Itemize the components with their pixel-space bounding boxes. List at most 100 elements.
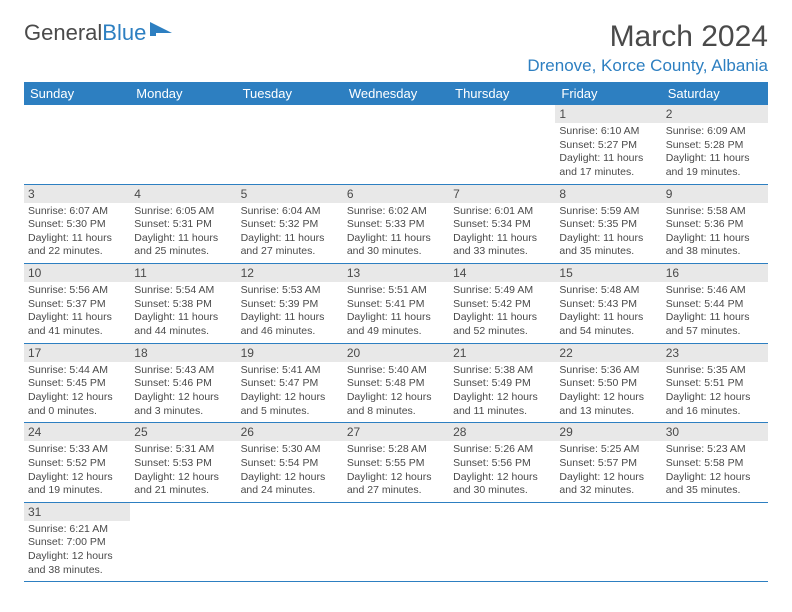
day-number: 4: [130, 185, 236, 203]
day-cell: 19Sunrise: 5:41 AMSunset: 5:47 PMDayligh…: [237, 343, 343, 423]
daylight-text: Daylight: 12 hours and 24 minutes.: [241, 471, 339, 498]
day-cell: 17Sunrise: 5:44 AMSunset: 5:45 PMDayligh…: [24, 343, 130, 423]
sunrise-text: Sunrise: 6:04 AM: [241, 205, 339, 219]
weekday-header: Friday: [555, 82, 661, 105]
month-title: March 2024: [527, 20, 768, 54]
sunrise-text: Sunrise: 5:36 AM: [559, 364, 657, 378]
day-details: Sunrise: 5:59 AMSunset: 5:35 PMDaylight:…: [555, 203, 661, 264]
daylight-text: Daylight: 12 hours and 32 minutes.: [559, 471, 657, 498]
day-details: Sunrise: 5:25 AMSunset: 5:57 PMDaylight:…: [555, 441, 661, 502]
weekday-header: Saturday: [662, 82, 768, 105]
daylight-text: Daylight: 11 hours and 44 minutes.: [134, 311, 232, 338]
day-cell: 20Sunrise: 5:40 AMSunset: 5:48 PMDayligh…: [343, 343, 449, 423]
day-cell: 28Sunrise: 5:26 AMSunset: 5:56 PMDayligh…: [449, 423, 555, 503]
daylight-text: Daylight: 12 hours and 38 minutes.: [28, 550, 126, 577]
day-cell: 1Sunrise: 6:10 AMSunset: 5:27 PMDaylight…: [555, 105, 661, 184]
sunrise-text: Sunrise: 5:43 AM: [134, 364, 232, 378]
daylight-text: Daylight: 11 hours and 35 minutes.: [559, 232, 657, 259]
day-details: Sunrise: 5:41 AMSunset: 5:47 PMDaylight:…: [237, 362, 343, 423]
daylight-text: Daylight: 11 hours and 17 minutes.: [559, 152, 657, 179]
brand-logo: GeneralBlue: [24, 20, 176, 46]
sunrise-text: Sunrise: 5:59 AM: [559, 205, 657, 219]
day-cell: 9Sunrise: 5:58 AMSunset: 5:36 PMDaylight…: [662, 184, 768, 264]
sunrise-text: Sunrise: 5:51 AM: [347, 284, 445, 298]
day-number: 29: [555, 423, 661, 441]
day-cell: 22Sunrise: 5:36 AMSunset: 5:50 PMDayligh…: [555, 343, 661, 423]
day-details: Sunrise: 5:46 AMSunset: 5:44 PMDaylight:…: [662, 282, 768, 343]
sunrise-text: Sunrise: 5:33 AM: [28, 443, 126, 457]
sunset-text: Sunset: 5:27 PM: [559, 139, 657, 153]
sunset-text: Sunset: 5:42 PM: [453, 298, 551, 312]
daylight-text: Daylight: 12 hours and 27 minutes.: [347, 471, 445, 498]
daylight-text: Daylight: 12 hours and 3 minutes.: [134, 391, 232, 418]
day-number: 2: [662, 105, 768, 123]
day-cell: 25Sunrise: 5:31 AMSunset: 5:53 PMDayligh…: [130, 423, 236, 503]
daylight-text: Daylight: 11 hours and 19 minutes.: [666, 152, 764, 179]
daylight-text: Daylight: 11 hours and 49 minutes.: [347, 311, 445, 338]
day-cell: 6Sunrise: 6:02 AMSunset: 5:33 PMDaylight…: [343, 184, 449, 264]
daylight-text: Daylight: 12 hours and 21 minutes.: [134, 471, 232, 498]
day-details: Sunrise: 5:33 AMSunset: 5:52 PMDaylight:…: [24, 441, 130, 502]
sunset-text: Sunset: 5:33 PM: [347, 218, 445, 232]
day-number: 1: [555, 105, 661, 123]
sunrise-text: Sunrise: 5:58 AM: [666, 205, 764, 219]
day-cell: 8Sunrise: 5:59 AMSunset: 5:35 PMDaylight…: [555, 184, 661, 264]
sunset-text: Sunset: 5:56 PM: [453, 457, 551, 471]
sunrise-text: Sunrise: 6:05 AM: [134, 205, 232, 219]
daylight-text: Daylight: 11 hours and 30 minutes.: [347, 232, 445, 259]
day-number: 22: [555, 344, 661, 362]
day-number: 26: [237, 423, 343, 441]
sunrise-text: Sunrise: 5:48 AM: [559, 284, 657, 298]
day-details: Sunrise: 5:26 AMSunset: 5:56 PMDaylight:…: [449, 441, 555, 502]
day-details: Sunrise: 6:05 AMSunset: 5:31 PMDaylight:…: [130, 203, 236, 264]
day-cell: 16Sunrise: 5:46 AMSunset: 5:44 PMDayligh…: [662, 264, 768, 344]
day-details: Sunrise: 5:23 AMSunset: 5:58 PMDaylight:…: [662, 441, 768, 502]
day-details: Sunrise: 6:04 AMSunset: 5:32 PMDaylight:…: [237, 203, 343, 264]
day-cell: 26Sunrise: 5:30 AMSunset: 5:54 PMDayligh…: [237, 423, 343, 503]
day-details: Sunrise: 6:02 AMSunset: 5:33 PMDaylight:…: [343, 203, 449, 264]
sunrise-text: Sunrise: 5:54 AM: [134, 284, 232, 298]
sunset-text: Sunset: 5:48 PM: [347, 377, 445, 391]
empty-cell: [343, 502, 449, 582]
daylight-text: Daylight: 12 hours and 8 minutes.: [347, 391, 445, 418]
day-cell: 23Sunrise: 5:35 AMSunset: 5:51 PMDayligh…: [662, 343, 768, 423]
sunset-text: Sunset: 5:57 PM: [559, 457, 657, 471]
sunset-text: Sunset: 5:31 PM: [134, 218, 232, 232]
daylight-text: Daylight: 11 hours and 33 minutes.: [453, 232, 551, 259]
weekday-header: Wednesday: [343, 82, 449, 105]
brand-part1: General: [24, 20, 102, 46]
day-details: Sunrise: 5:38 AMSunset: 5:49 PMDaylight:…: [449, 362, 555, 423]
day-cell: 14Sunrise: 5:49 AMSunset: 5:42 PMDayligh…: [449, 264, 555, 344]
daylight-text: Daylight: 12 hours and 35 minutes.: [666, 471, 764, 498]
day-details: Sunrise: 5:44 AMSunset: 5:45 PMDaylight:…: [24, 362, 130, 423]
sunset-text: Sunset: 5:38 PM: [134, 298, 232, 312]
weekday-header: Thursday: [449, 82, 555, 105]
sunset-text: Sunset: 5:39 PM: [241, 298, 339, 312]
sunrise-text: Sunrise: 6:01 AM: [453, 205, 551, 219]
day-cell: 13Sunrise: 5:51 AMSunset: 5:41 PMDayligh…: [343, 264, 449, 344]
empty-cell: [237, 502, 343, 582]
sunrise-text: Sunrise: 5:46 AM: [666, 284, 764, 298]
day-cell: 10Sunrise: 5:56 AMSunset: 5:37 PMDayligh…: [24, 264, 130, 344]
sunrise-text: Sunrise: 6:21 AM: [28, 523, 126, 537]
weekday-header: Monday: [130, 82, 236, 105]
sunset-text: Sunset: 5:54 PM: [241, 457, 339, 471]
empty-cell: [130, 105, 236, 184]
empty-cell: [449, 105, 555, 184]
day-cell: 31Sunrise: 6:21 AMSunset: 7:00 PMDayligh…: [24, 502, 130, 582]
sunrise-text: Sunrise: 6:07 AM: [28, 205, 126, 219]
day-number: 3: [24, 185, 130, 203]
flag-icon: [150, 20, 176, 46]
daylight-text: Daylight: 11 hours and 57 minutes.: [666, 311, 764, 338]
empty-cell: [555, 502, 661, 582]
sunrise-text: Sunrise: 5:41 AM: [241, 364, 339, 378]
day-number: 18: [130, 344, 236, 362]
day-number: 8: [555, 185, 661, 203]
sunrise-text: Sunrise: 5:53 AM: [241, 284, 339, 298]
empty-cell: [24, 105, 130, 184]
sunrise-text: Sunrise: 5:28 AM: [347, 443, 445, 457]
daylight-text: Daylight: 11 hours and 22 minutes.: [28, 232, 126, 259]
sunset-text: Sunset: 5:30 PM: [28, 218, 126, 232]
day-details: Sunrise: 5:31 AMSunset: 5:53 PMDaylight:…: [130, 441, 236, 502]
sunrise-text: Sunrise: 6:02 AM: [347, 205, 445, 219]
